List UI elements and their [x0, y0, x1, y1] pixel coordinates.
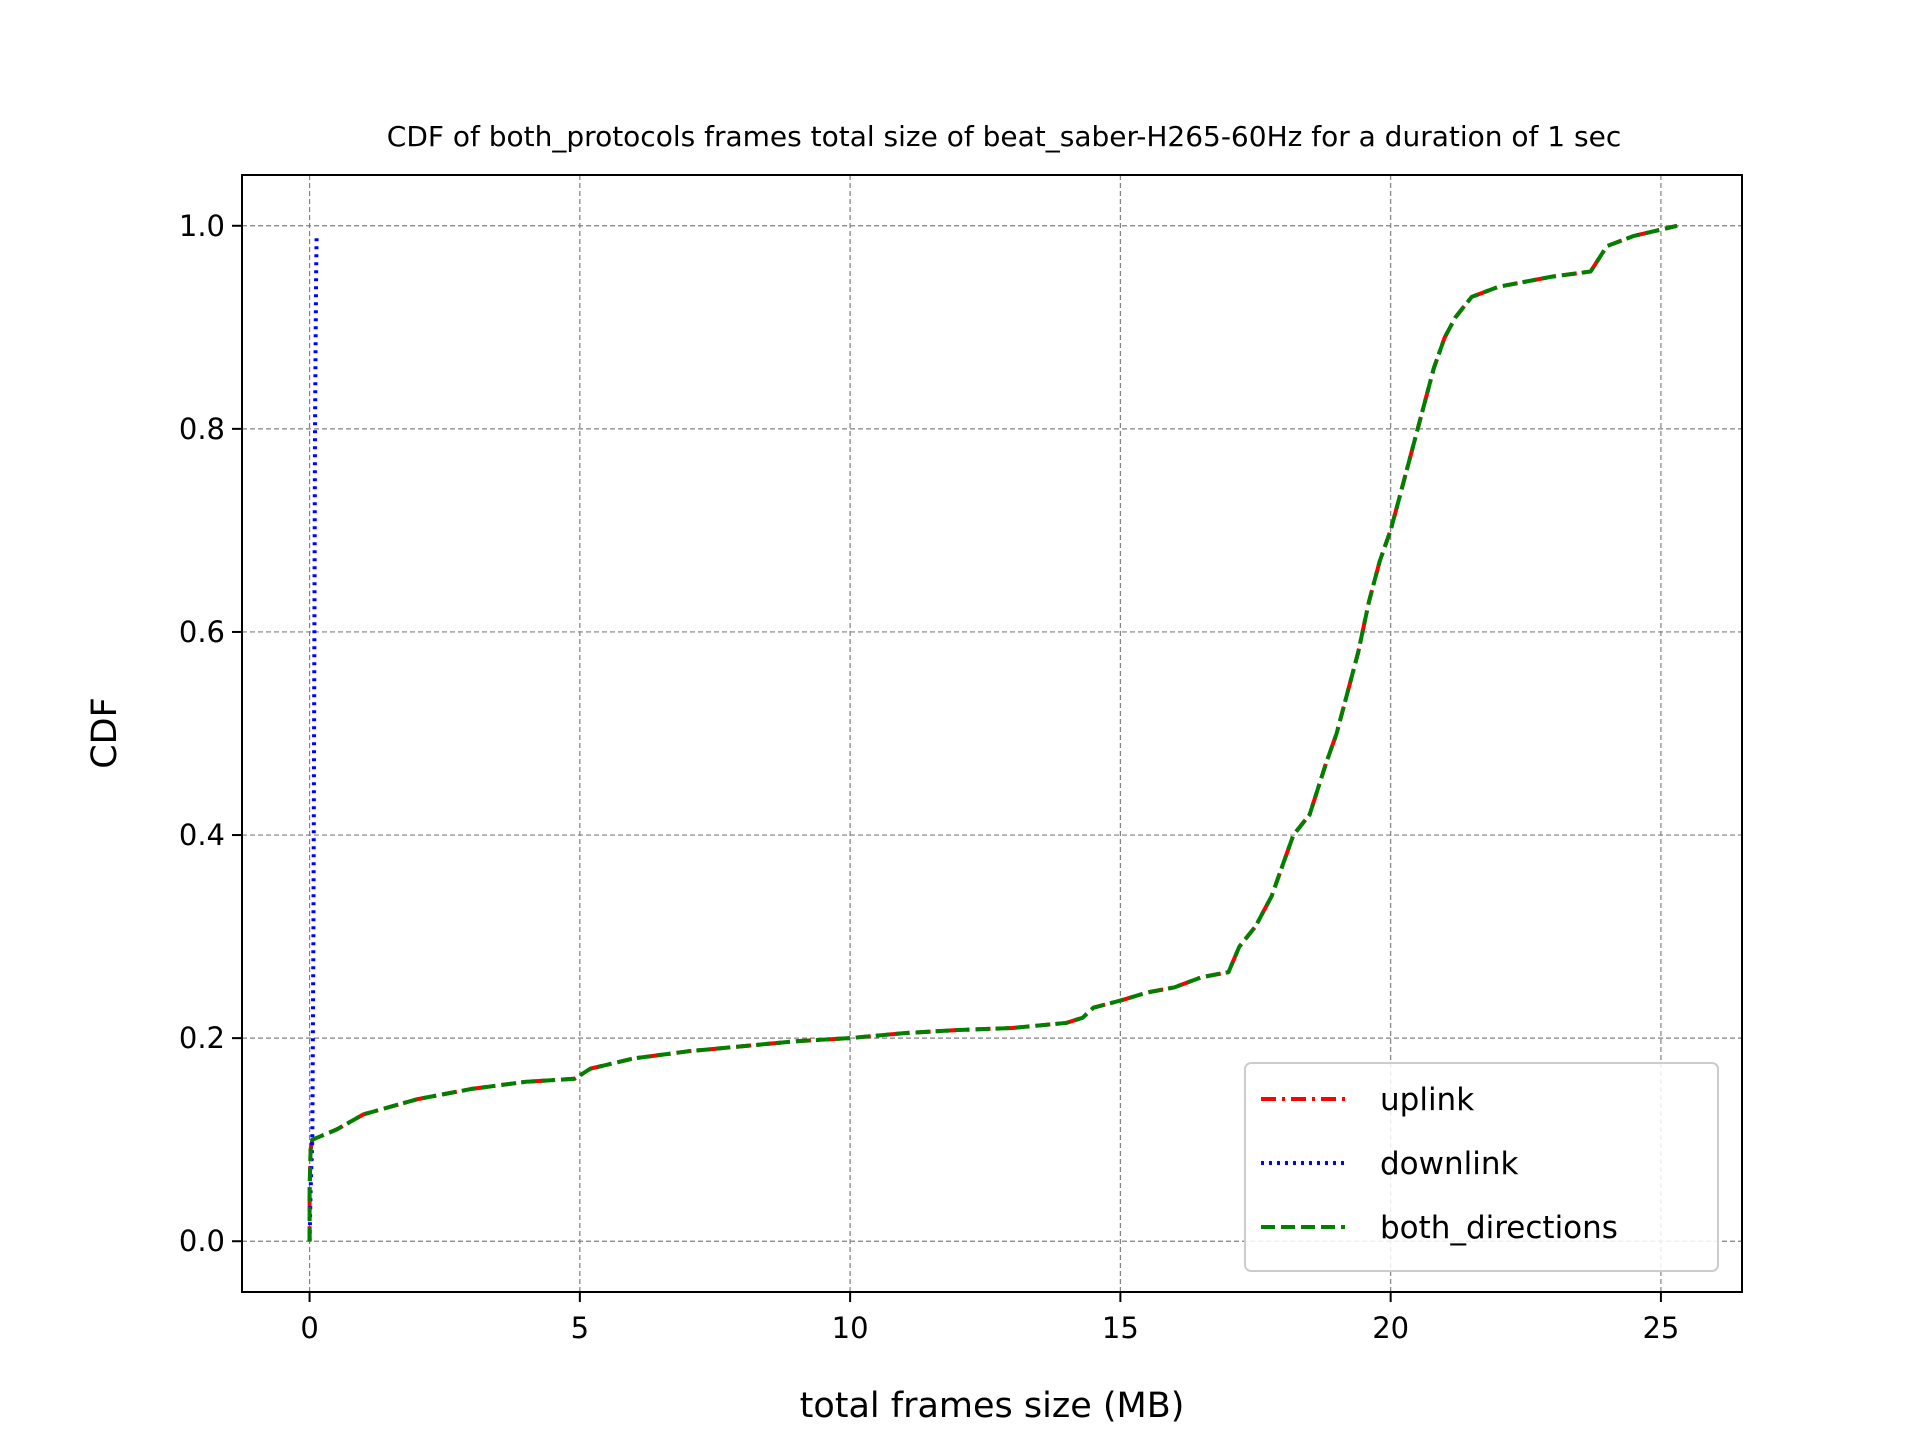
- series-line-downlink: [307, 235, 319, 1242]
- x-tick-label: 5: [571, 1311, 589, 1345]
- y-tick-label: 1.0: [179, 209, 225, 243]
- series-lines: [307, 223, 1678, 1242]
- series-line-both-directions: [307, 223, 1678, 1242]
- x-tick-label: 10: [832, 1311, 869, 1345]
- axis-ticks: 0 5 10 15 20 25 0.0 0.2 0.4 0.6 0.8 1.0: [179, 209, 1679, 1345]
- y-tick-label: 0.4: [179, 818, 225, 852]
- x-tick-label: 15: [1102, 1311, 1139, 1345]
- x-tick-label: 25: [1642, 1311, 1679, 1345]
- plot-frame: [241, 174, 1743, 1293]
- y-tick-label: 0.0: [179, 1224, 225, 1258]
- x-tick-label: 20: [1372, 1311, 1409, 1345]
- y-tick-label: 0.8: [179, 412, 225, 446]
- chart-title: CDF of both_protocols frames total size …: [387, 120, 1621, 153]
- legend-label-both-directions: both_directions: [1380, 1210, 1618, 1246]
- legend: uplink downlink both_directions: [1244, 1062, 1719, 1272]
- y-axis-label: CDF: [85, 697, 125, 769]
- x-axis-label: total frames size (MB): [800, 1386, 1185, 1426]
- y-tick-label: 0.6: [179, 615, 225, 649]
- legend-label-downlink: downlink: [1380, 1146, 1519, 1182]
- legend-box: [1244, 1062, 1719, 1272]
- x-tick-label: 0: [300, 1311, 318, 1345]
- legend-label-uplink: uplink: [1380, 1082, 1474, 1118]
- y-tick-label: 0.2: [179, 1021, 225, 1055]
